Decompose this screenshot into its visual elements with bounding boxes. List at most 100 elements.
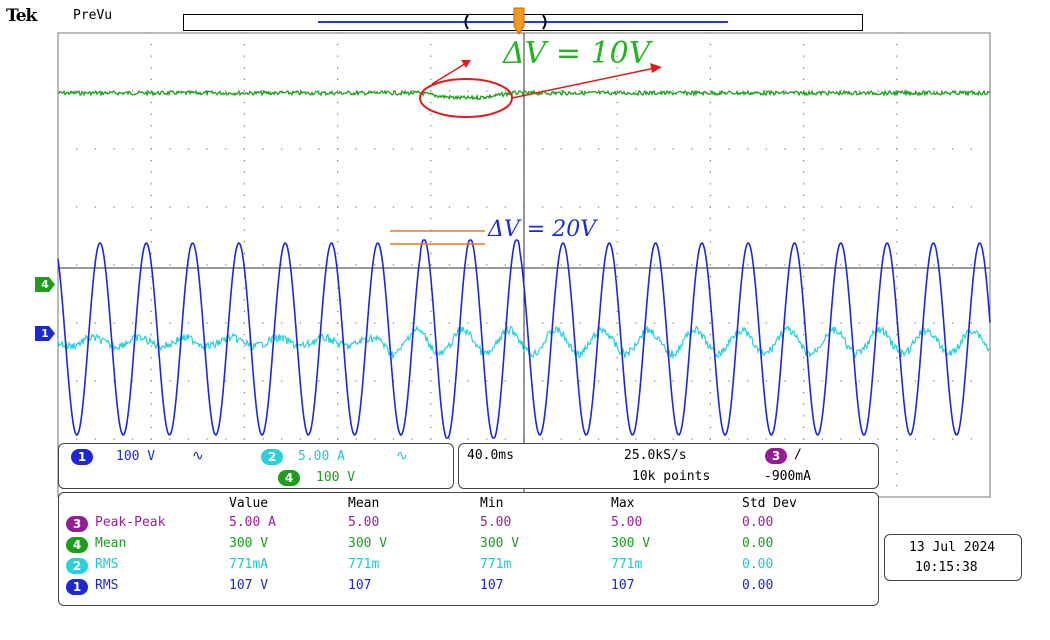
trigger-source-badge[interactable]: 3 — [765, 448, 787, 464]
grid-dot — [672, 438, 674, 440]
grid-dot — [709, 438, 711, 440]
grid-dot — [989, 380, 991, 382]
grid-dot — [691, 206, 693, 208]
grid-dot — [150, 392, 152, 394]
ch2-badge[interactable]: 2 — [261, 449, 283, 465]
grid-dot — [411, 148, 413, 150]
grid-dot — [989, 148, 991, 150]
grid-dot — [243, 183, 245, 185]
grid-dot — [616, 380, 618, 382]
grid-dot — [467, 206, 469, 208]
grid-dot — [355, 206, 357, 208]
grid-dot — [150, 276, 152, 278]
grid-dot — [653, 206, 656, 208]
timebase-trigger-panel[interactable]: 40.0ms 25.0kS/s 10k points 3 ∕ -900mA — [458, 443, 879, 489]
grid-dot — [392, 148, 395, 150]
grid-dot — [467, 264, 469, 266]
grid-dot — [635, 264, 637, 266]
grid-dot — [970, 322, 972, 324]
grid-dot — [803, 426, 805, 428]
grid-dot — [616, 171, 618, 173]
grid-dot — [896, 67, 898, 69]
arrow-right-line — [511, 67, 656, 99]
grid-dot — [914, 438, 917, 440]
meas-row-value: 5.00 A — [229, 515, 276, 530]
grid-dot — [709, 194, 711, 196]
grid-dot — [560, 148, 562, 150]
meas-row-max: 300 V — [611, 536, 651, 551]
datetime-panel: 13 Jul 2024 10:15:38 — [884, 534, 1022, 581]
grid-dot — [243, 229, 245, 231]
grid-dot — [803, 183, 805, 185]
grid-dot — [243, 102, 245, 104]
arrow-left-head — [461, 60, 471, 68]
grid-dot — [672, 90, 674, 92]
grid-dot — [430, 125, 432, 127]
grid-dot — [858, 206, 861, 208]
ch4-badge[interactable]: 4 — [278, 470, 300, 486]
grid-dot — [150, 229, 152, 231]
grid-dot — [374, 380, 376, 382]
grid-dot — [616, 310, 618, 312]
grid-dot — [113, 148, 115, 150]
grid-dot — [337, 368, 339, 370]
grid-dot — [94, 206, 96, 208]
grid-dot — [803, 322, 805, 324]
grid-dot — [486, 90, 488, 92]
grid-dot — [430, 160, 432, 162]
grid-dot — [430, 310, 432, 312]
grid-dot — [896, 426, 898, 428]
grid-dot — [504, 264, 506, 266]
meas-row-badge[interactable]: 2 — [66, 558, 88, 574]
grid-dot — [430, 415, 432, 417]
grid-dot — [914, 264, 917, 266]
grid-dot — [765, 264, 767, 266]
grid-dot — [709, 380, 711, 382]
meas-row-type: Mean — [95, 536, 127, 551]
grid-dot — [448, 90, 451, 92]
grid-dot — [355, 90, 357, 92]
grid-dot — [709, 90, 711, 92]
grid-dot — [597, 438, 600, 440]
grid-dot — [896, 392, 898, 394]
meas-row-badge[interactable]: 4 — [66, 537, 88, 553]
grid-dot — [709, 322, 711, 324]
grid-dot — [337, 55, 339, 57]
grid-dot — [150, 426, 152, 428]
grid-dot — [896, 44, 898, 46]
grid-dot — [504, 380, 506, 382]
grid-dot — [858, 438, 861, 440]
grid-dot — [896, 148, 898, 150]
grid-dot — [952, 322, 954, 324]
grid-dot — [337, 426, 339, 428]
grid-dot — [765, 90, 767, 92]
grid-dot — [840, 438, 842, 440]
grid-dot — [187, 206, 190, 208]
channel-settings-panel[interactable]: 1 100 V ∿ 2 5.00 A ∿ 4 100 V — [58, 443, 454, 489]
ch1-ground-marker[interactable]: 1 — [35, 326, 55, 341]
grid-dot — [430, 206, 432, 208]
grid-dot — [430, 241, 432, 243]
grid-dot — [430, 392, 432, 394]
meas-row-badge[interactable]: 3 — [66, 516, 88, 532]
grid-dot — [169, 438, 171, 440]
grid-dot — [374, 264, 376, 266]
meas-row-badge[interactable]: 1 — [66, 579, 88, 595]
grid-dot — [635, 148, 637, 150]
grid-dot — [299, 322, 301, 324]
grid-dot — [131, 264, 134, 266]
col-header-std-dev: Std Dev — [742, 496, 797, 511]
grid-dot — [448, 148, 451, 150]
grid-dot — [448, 322, 451, 324]
meas-row-min: 300 V — [480, 536, 520, 551]
grid-dot — [914, 380, 917, 382]
meas-row-min: 5.00 — [480, 515, 512, 530]
ch1-badge[interactable]: 1 — [71, 449, 93, 465]
grid-dot — [430, 32, 432, 34]
ch4-ground-marker[interactable]: 4 — [35, 277, 55, 292]
grid-dot — [337, 171, 339, 173]
grid-dot — [337, 310, 339, 312]
grid-dot — [560, 264, 562, 266]
grid-dot — [803, 171, 805, 173]
grid-dot — [747, 206, 749, 208]
